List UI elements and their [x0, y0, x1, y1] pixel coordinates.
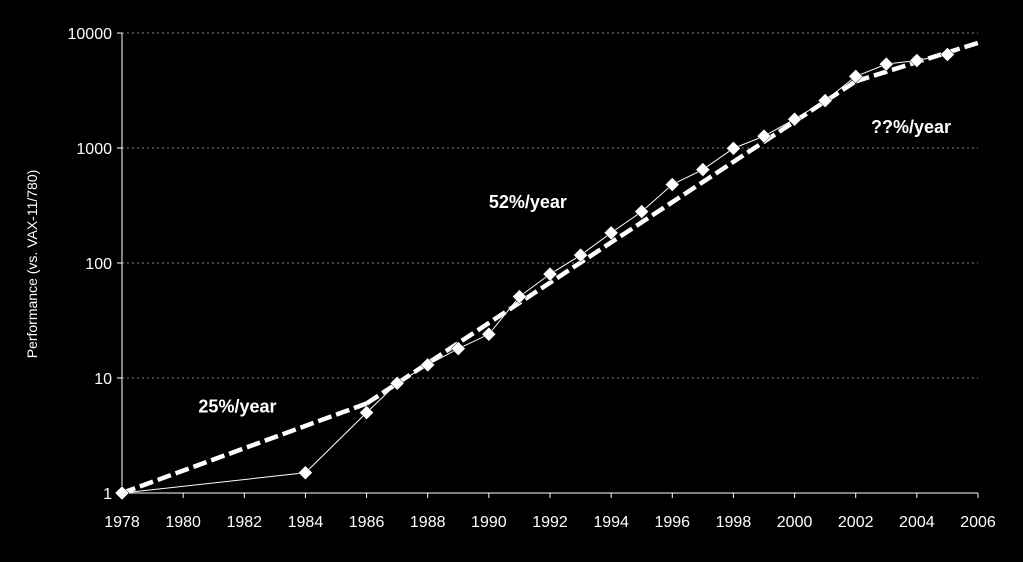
- x-tick-label: 2006: [960, 514, 996, 531]
- x-tick-label: 1988: [410, 514, 446, 531]
- data-point: [787, 111, 802, 127]
- data-point: [542, 266, 558, 282]
- x-tick-label: 1998: [716, 514, 752, 531]
- trend-line: [121, 401, 368, 496]
- data-point: [634, 204, 650, 219]
- x-tick-label: 2004: [899, 514, 935, 531]
- y-axis-label: Performance (vs. VAX-11/780): [24, 170, 40, 359]
- x-tick-label: 1978: [104, 514, 140, 531]
- axes: [121, 33, 978, 494]
- data-point: [603, 225, 619, 241]
- growth-annotation: 25%/year: [198, 397, 276, 417]
- annotations: 25%/year 52%/year ??%/year: [198, 117, 951, 417]
- x-tick-label: 1994: [593, 514, 629, 531]
- x-tick-label: 1990: [471, 514, 507, 531]
- series-line: [121, 53, 948, 494]
- data-series: [114, 47, 955, 501]
- y-tick-label: 10000: [68, 26, 113, 43]
- x-tick-label: 1992: [532, 514, 568, 531]
- x-tick-label: 1984: [288, 514, 324, 531]
- data-point: [389, 375, 405, 391]
- data-point: [298, 465, 313, 481]
- data-point: [450, 341, 466, 356]
- x-tick-labels: 1978 1980 1982 1984 1986 1988 1990 1992 1994 1996…: [104, 493, 996, 531]
- data-point: [695, 162, 711, 177]
- data-point: [664, 177, 680, 192]
- data-point: [114, 485, 130, 501]
- data-point: [848, 69, 864, 84]
- growth-annotation: 52%/year: [489, 192, 567, 212]
- x-tick-label: 1996: [654, 514, 690, 531]
- data-point: [756, 128, 772, 144]
- x-tick-label: 1980: [165, 514, 201, 531]
- data-point: [481, 326, 497, 342]
- x-tick-label: 1982: [226, 514, 262, 531]
- data-point: [909, 53, 925, 68]
- y-tick-label: 100: [85, 256, 112, 273]
- x-tick-label: 2002: [838, 514, 874, 531]
- trend-line: [365, 79, 857, 406]
- y-tick-label: 1000: [76, 141, 112, 158]
- x-tick-label: 2000: [777, 514, 813, 531]
- data-point: [512, 289, 527, 304]
- data-point: [878, 56, 894, 72]
- data-point: [420, 357, 436, 373]
- data-point: [726, 140, 741, 156]
- y-tick-labels: 1 10 100 1000 10000: [68, 26, 122, 503]
- growth-annotation: ??%/year: [871, 117, 951, 137]
- y-tick-label: 10: [94, 371, 112, 388]
- data-point: [817, 93, 833, 108]
- x-tick-label: 1986: [349, 514, 385, 531]
- data-point: [940, 47, 955, 62]
- data-point: [573, 247, 588, 263]
- data-point: [359, 405, 374, 420]
- y-tick-label: 1: [103, 486, 112, 503]
